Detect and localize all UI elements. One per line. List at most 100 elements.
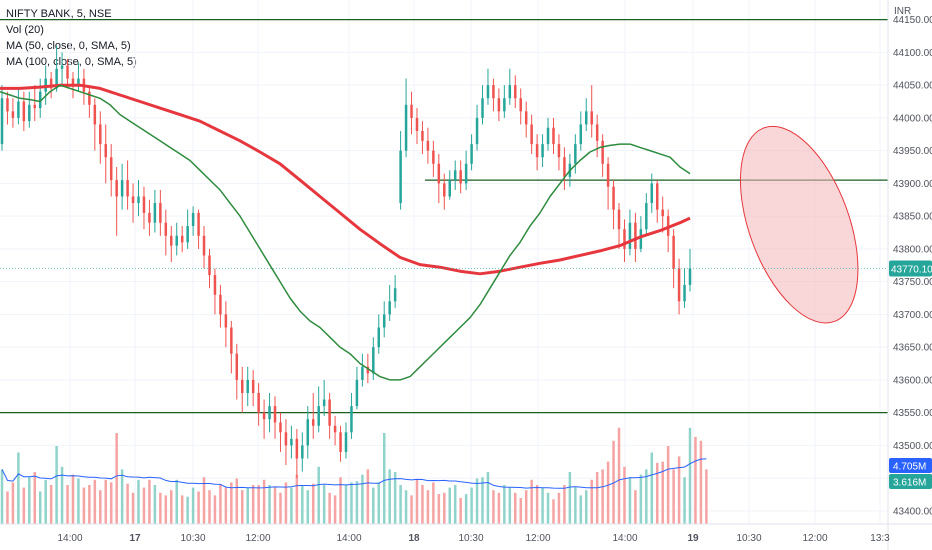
- volume-bar: [535, 485, 539, 524]
- price-tick-label: 43800.00: [893, 244, 932, 255]
- candle-body: [415, 117, 419, 131]
- volume-bar: [585, 490, 588, 524]
- volume-bar: [268, 485, 271, 524]
- currency-label: INR: [894, 6, 912, 17]
- candle-body: [595, 124, 599, 141]
- volume-bar: [301, 485, 304, 524]
- volume-bar: [672, 469, 675, 524]
- time-tick-label: 19: [687, 533, 699, 544]
- volume-bar: [344, 485, 348, 524]
- candle-body: [0, 98, 4, 145]
- volume-bar: [503, 485, 506, 524]
- price-tick-label: 43500.00: [893, 441, 932, 452]
- candle-body: [524, 111, 528, 125]
- price-tick-label: 43700.00: [893, 310, 932, 321]
- candle-body: [683, 284, 686, 302]
- candle-body: [131, 196, 135, 204]
- volume-bar: [262, 479, 266, 524]
- volume-bar: [694, 436, 697, 524]
- candle-body: [590, 111, 593, 125]
- candle-body: [661, 209, 664, 217]
- price-tick-label: 44050.00: [893, 81, 932, 92]
- candle-body: [235, 353, 239, 380]
- volume-bar: [448, 487, 451, 524]
- volume-bar: [109, 482, 113, 524]
- candle-body: [284, 432, 288, 446]
- volume-bar: [655, 462, 659, 524]
- candle-body: [219, 294, 222, 315]
- volume-bar: [333, 495, 337, 524]
- candle-body: [33, 104, 37, 109]
- price-tick-label: 44150.00: [893, 15, 932, 26]
- volume-bar: [415, 479, 419, 524]
- volume-bar: [470, 487, 473, 524]
- symbol-title[interactable]: NIFTY BANK, 5, NSE: [6, 8, 112, 20]
- moving-averages: [0, 83, 691, 381]
- candle-body: [66, 65, 69, 79]
- candle-body: [208, 255, 211, 276]
- volume-bar: [699, 440, 703, 524]
- volume-bar: [546, 492, 550, 524]
- volume-bar: [6, 491, 9, 524]
- volume-bar: [230, 482, 233, 524]
- volume-bar: [645, 469, 648, 524]
- volume-ma: [1, 458, 707, 489]
- volume-bar: [120, 469, 124, 524]
- price-tick-label: 43850.00: [893, 212, 932, 223]
- candle-body: [453, 170, 457, 181]
- candle-body: [672, 235, 675, 269]
- candle-body: [311, 419, 315, 426]
- volume-bar: [410, 495, 413, 524]
- candle-body: [115, 180, 118, 197]
- volume-bar: [601, 469, 604, 524]
- candle-body: [159, 203, 162, 223]
- volume-indicator-label[interactable]: Vol (20): [6, 24, 44, 36]
- volume-bar: [66, 485, 69, 524]
- volume-bar: [115, 433, 118, 524]
- candle-body: [55, 68, 58, 89]
- candle-body: [650, 183, 654, 204]
- candle-body: [535, 144, 539, 158]
- volume-bar: [388, 469, 391, 524]
- volume-bar: [251, 485, 255, 524]
- volume-bar: [197, 491, 200, 524]
- candle-body: [170, 235, 173, 246]
- volume-bar: [519, 498, 522, 524]
- candle-body: [404, 104, 408, 151]
- time-tick-label: 10:30: [736, 533, 761, 544]
- volume-bar: [393, 472, 397, 524]
- volume-bar: [0, 469, 4, 524]
- candle-body: [350, 406, 353, 433]
- candle-body: [459, 170, 462, 184]
- candle-body: [612, 186, 615, 210]
- volume-bar: [235, 478, 239, 524]
- candle-body: [432, 150, 435, 164]
- last-price-label: 43770.10: [891, 264, 932, 275]
- time-tick-label: 14:00: [612, 533, 637, 544]
- price-tick-label: 43950.00: [893, 146, 932, 157]
- candle-body: [617, 209, 621, 230]
- volume-bar: [688, 427, 692, 524]
- candle-body: [372, 347, 375, 374]
- candle-body: [475, 117, 479, 145]
- volume-bar: [524, 490, 528, 524]
- volume-bar: [137, 479, 140, 524]
- candle-body: [492, 85, 495, 99]
- candle-body: [486, 85, 490, 99]
- volume-bar: [508, 487, 512, 524]
- volume-tag-label: 3.616M: [893, 478, 926, 489]
- volume-bar: [453, 485, 457, 524]
- volume-bar: [208, 490, 211, 524]
- volume-bar: [71, 474, 75, 524]
- candle-body: [388, 301, 391, 315]
- candle-body: [11, 111, 15, 118]
- ma50-indicator-label[interactable]: MA (50, close, 0, SMA, 5): [6, 40, 131, 52]
- candle-body: [344, 432, 348, 452]
- volume-bar: [361, 474, 364, 524]
- candle-body: [579, 124, 583, 145]
- volume-bar: [22, 487, 26, 524]
- candle-body: [634, 222, 637, 249]
- volume-bar: [606, 461, 610, 524]
- ma100-indicator-label[interactable]: MA (100, close, 0, SMA, 5): [6, 56, 137, 68]
